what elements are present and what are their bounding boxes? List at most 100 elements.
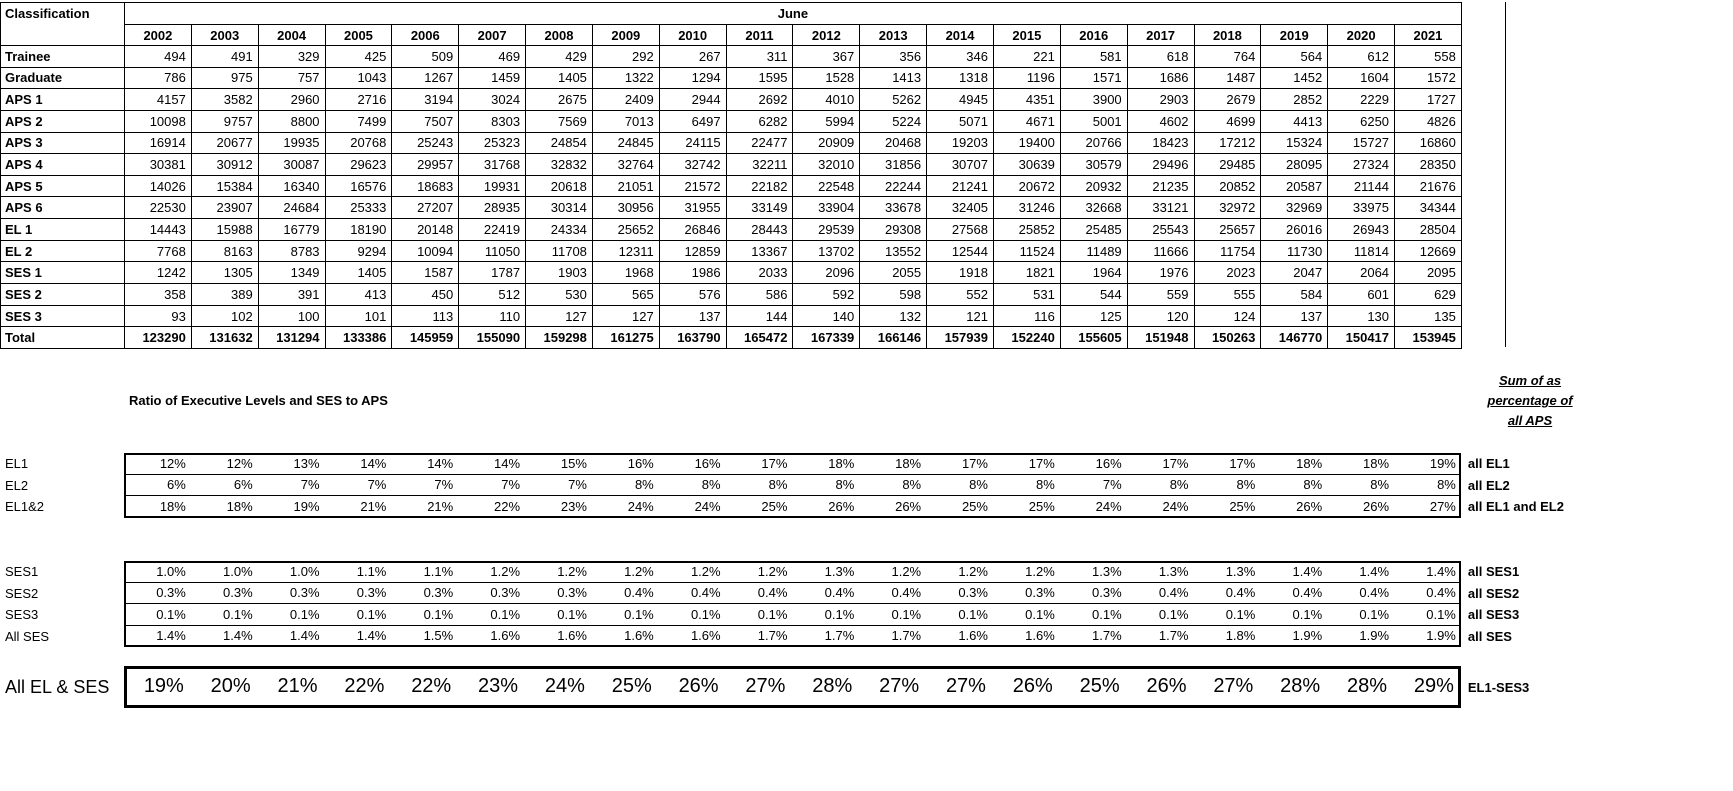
year-header-cell[interactable]: 2018 (1194, 25, 1262, 46)
value-cell[interactable]: 18683 (392, 175, 460, 198)
ratio-row-label[interactable]: All SES (5, 628, 50, 644)
value-cell[interactable]: 6250 (1328, 110, 1396, 133)
value-cell[interactable]: 28935 (459, 197, 527, 220)
ratio-value-cell[interactable]: 22% (458, 496, 526, 518)
ratio-row-note[interactable]: all SES3 (1467, 607, 1520, 623)
ratio-value-cell[interactable]: 18% (124, 496, 191, 518)
value-cell[interactable]: 786 (125, 67, 192, 90)
value-cell[interactable]: 31768 (459, 154, 527, 176)
ratio-value-cell[interactable]: 25% (1193, 496, 1261, 518)
value-cell[interactable]: 598 (860, 284, 928, 306)
value-cell[interactable]: 30381 (125, 154, 192, 176)
value-cell[interactable]: 586 (726, 284, 794, 306)
value-cell[interactable]: 7507 (392, 110, 460, 133)
ratio-value-cell[interactable]: 0.3% (458, 583, 526, 604)
ratio-value-cell[interactable]: 0.1% (792, 604, 860, 626)
year-header-cell[interactable]: 2011 (726, 25, 794, 46)
value-cell[interactable]: 110 (459, 305, 527, 328)
value-cell[interactable]: 29623 (325, 154, 393, 176)
value-cell[interactable]: 7013 (592, 110, 660, 133)
value-cell[interactable]: 629 (1395, 284, 1462, 306)
value-cell[interactable]: 2409 (592, 89, 660, 111)
value-cell[interactable]: 1267 (392, 67, 460, 90)
value-cell[interactable]: 19931 (459, 175, 527, 198)
value-cell[interactable]: 32668 (1060, 197, 1128, 220)
ratio-value-cell[interactable]: 18% (792, 453, 860, 475)
ratio-value-cell[interactable]: 0.4% (1193, 583, 1261, 604)
ratio-row-label[interactable]: SES1 (5, 564, 39, 580)
value-cell[interactable]: 113 (392, 305, 460, 328)
value-cell[interactable]: 8163 (191, 240, 259, 263)
summary-row-label[interactable]: All EL & SES (5, 676, 110, 697)
ratio-value-cell[interactable]: 17% (992, 453, 1060, 475)
ratio-value-cell[interactable]: 0.4% (1394, 583, 1461, 604)
value-cell[interactable]: 33678 (860, 197, 928, 220)
value-cell[interactable]: 130 (1328, 305, 1396, 328)
value-cell[interactable]: 2229 (1328, 89, 1396, 111)
year-header-cell[interactable]: 2019 (1261, 25, 1329, 46)
value-cell[interactable]: 1294 (659, 67, 727, 90)
ratio-value-cell[interactable]: 13% (257, 453, 325, 475)
ratio-value-cell[interactable]: 19% (1394, 453, 1461, 475)
ratio-value-cell[interactable]: 19% (257, 496, 325, 518)
ratio-value-cell[interactable]: 0.1% (124, 604, 191, 626)
value-cell[interactable]: 1305 (191, 262, 259, 285)
ratio-value-cell[interactable]: 0.1% (992, 604, 1060, 626)
ratio-value-cell[interactable]: 7% (458, 475, 526, 496)
value-cell[interactable]: 30912 (191, 154, 259, 176)
ratio-value-cell[interactable]: 0.4% (1260, 583, 1328, 604)
value-cell[interactable]: 975 (191, 67, 259, 90)
value-cell[interactable]: 592 (793, 284, 861, 306)
value-cell[interactable]: 29496 (1127, 154, 1195, 176)
value-cell[interactable]: 1976 (1127, 262, 1195, 285)
value-cell[interactable]: 30579 (1060, 154, 1128, 176)
value-cell[interactable]: 31856 (860, 154, 928, 176)
ratio-row-note[interactable]: all EL1 (1467, 456, 1510, 472)
value-cell[interactable]: 2675 (526, 89, 593, 111)
value-cell[interactable]: 584 (1261, 284, 1329, 306)
june-group-header-cell[interactable]: June (125, 3, 1462, 25)
value-cell[interactable]: 618 (1127, 46, 1195, 68)
ratio-value-cell[interactable]: 14% (324, 453, 392, 475)
ratio-value-cell[interactable]: 0.4% (1327, 583, 1395, 604)
value-cell[interactable]: 329 (258, 46, 326, 68)
value-cell[interactable]: 16914 (125, 132, 192, 155)
value-cell[interactable]: 2692 (726, 89, 794, 111)
value-cell[interactable]: 1405 (526, 67, 593, 90)
value-cell[interactable]: 8783 (258, 240, 326, 263)
value-cell[interactable]: 4413 (1261, 110, 1329, 133)
ratio-value-cell[interactable]: 1.6% (591, 626, 659, 647)
value-cell[interactable]: 757 (258, 67, 326, 90)
ratio-value-cell[interactable]: 16% (591, 453, 659, 475)
ratio-value-cell[interactable]: 0.4% (725, 583, 793, 604)
value-cell[interactable]: 20468 (860, 132, 928, 155)
value-cell[interactable]: 1787 (459, 262, 527, 285)
ratio-value-cell[interactable]: 6% (190, 475, 258, 496)
value-cell[interactable]: 1487 (1194, 67, 1262, 90)
value-cell[interactable]: 20766 (1060, 132, 1128, 155)
ratio-value-cell[interactable]: 0.1% (1193, 604, 1261, 626)
ratio-value-cell[interactable]: 26% (1327, 496, 1395, 518)
value-cell[interactable]: 20672 (993, 175, 1061, 198)
ratio-value-cell[interactable]: 0.1% (591, 604, 659, 626)
ratio-value-cell[interactable]: 0.3% (926, 583, 993, 604)
value-cell[interactable]: 93 (125, 305, 192, 328)
ratio-value-cell[interactable]: 14% (458, 453, 526, 475)
value-cell[interactable]: 1528 (793, 67, 861, 90)
value-cell[interactable]: 121 (927, 305, 994, 328)
ratio-value-cell[interactable]: 1.7% (1059, 626, 1127, 647)
ratio-value-cell[interactable]: 14% (391, 453, 459, 475)
summary-value-cell[interactable]: 25% (591, 666, 659, 708)
value-cell[interactable]: 145959 (392, 327, 460, 349)
ratio-value-cell[interactable]: 1.4% (1394, 561, 1461, 583)
year-header-cell[interactable]: 2013 (860, 25, 928, 46)
value-cell[interactable]: 4157 (125, 89, 192, 111)
value-cell[interactable]: 127 (526, 305, 593, 328)
value-cell[interactable]: 21235 (1127, 175, 1195, 198)
ratio-value-cell[interactable]: 8% (926, 475, 993, 496)
year-header-cell[interactable]: 2021 (1395, 25, 1462, 46)
value-cell[interactable]: 20148 (392, 219, 460, 241)
value-cell[interactable]: 5994 (793, 110, 861, 133)
value-cell[interactable]: 1413 (860, 67, 928, 90)
year-header-cell[interactable]: 2007 (459, 25, 527, 46)
